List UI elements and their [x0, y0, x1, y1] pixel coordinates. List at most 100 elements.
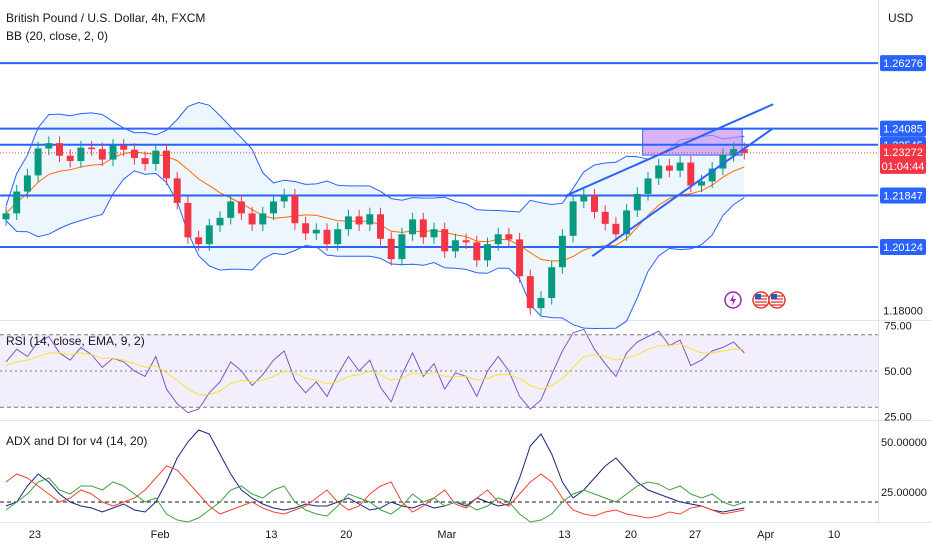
candle-body — [302, 223, 310, 234]
rsi-axis-tick: 75.00 — [884, 321, 912, 333]
bar-countdown-label: 01:04:44 — [882, 161, 925, 173]
di-plus-line — [5, 477, 745, 523]
candle-body — [601, 211, 609, 224]
time-axis-tick: 13 — [558, 529, 570, 541]
price-label-box — [880, 239, 926, 256]
candle-body — [216, 217, 224, 226]
adx-axis-tick: 50.00000 — [881, 437, 927, 449]
candle-body — [344, 216, 352, 230]
candle-body — [163, 150, 170, 179]
candle-body — [280, 195, 288, 202]
time-axis-tick: 20 — [340, 529, 352, 541]
candle-body — [355, 216, 363, 225]
flag-canton — [771, 294, 777, 299]
candle-body — [34, 148, 42, 176]
lightning-glyph — [730, 294, 736, 306]
candle-body — [441, 229, 449, 252]
candle-body — [270, 201, 277, 214]
time-axis-tick: 10 — [828, 529, 840, 541]
bollinger-indicator-label[interactable]: BB (20, close, 2, 0) — [6, 29, 109, 43]
chart-title: British Pound / U.S. Dollar, 4h, FXCM — [6, 11, 206, 25]
candle-body — [237, 201, 245, 214]
bollinger-upper-band — [5, 101, 745, 213]
candle-body — [173, 178, 181, 203]
candle-body — [462, 240, 470, 243]
rsi-axis-tick: 25.00 — [884, 411, 912, 423]
price-label: 1.20124 — [883, 242, 923, 254]
last-price-box — [880, 143, 926, 174]
candle-body — [398, 234, 406, 260]
candle-body — [419, 219, 427, 238]
candle-body — [484, 244, 491, 261]
candle-body — [451, 240, 459, 252]
di-minus-line — [5, 465, 745, 519]
rsi-axis-tick: 50.00 — [884, 366, 912, 378]
candle-body — [580, 195, 588, 202]
candle-body — [430, 229, 438, 238]
candle-body — [591, 195, 598, 212]
candle-body — [120, 145, 128, 150]
adx-axis-tick: 25.00000 — [881, 487, 927, 499]
candle-body — [56, 143, 63, 156]
candle-body — [494, 234, 502, 245]
price-axis-tick: 1.18000 — [883, 306, 923, 318]
candle-body — [569, 201, 577, 236]
candle-body — [205, 225, 213, 245]
currency-label: USD — [888, 11, 914, 25]
candle-body — [730, 149, 738, 156]
candle-body — [152, 150, 160, 165]
candle-body — [312, 229, 320, 234]
channel-lower-line — [591, 127, 774, 257]
candle-body — [676, 162, 684, 171]
candle-body — [2, 213, 10, 220]
candle-body — [708, 168, 716, 182]
price-label: 1.26276 — [883, 58, 923, 70]
candle-body — [409, 219, 417, 235]
candle-body — [195, 237, 203, 245]
candle-body — [45, 143, 53, 149]
candle-body — [98, 149, 106, 160]
resistance-zone — [642, 128, 743, 156]
candle-body — [612, 223, 620, 235]
rsi-ma-line — [5, 343, 745, 396]
last-price-label: 1.23272 — [883, 147, 923, 159]
candle-body — [109, 145, 117, 160]
candle-body — [387, 238, 395, 260]
candle-body — [655, 165, 663, 179]
candle-body — [77, 147, 85, 162]
candle-body — [633, 193, 641, 211]
bollinger-band-fill — [6, 102, 745, 329]
candle-body — [665, 165, 673, 171]
candle-body — [644, 178, 652, 194]
candle-body — [698, 181, 705, 186]
flag-canton — [755, 294, 761, 299]
candle-body — [740, 149, 748, 153]
candle-body — [13, 191, 21, 214]
adx-line — [5, 429, 745, 513]
candle-body — [377, 214, 384, 239]
time-axis-tick: 23 — [29, 529, 41, 541]
adx-indicator-label[interactable]: ADX and DI for v4 (14, 20) — [6, 434, 148, 448]
candle-body — [23, 175, 31, 192]
price-label-box — [880, 120, 926, 137]
candle-body — [526, 276, 534, 309]
candle-body — [259, 213, 267, 225]
candle-body — [334, 229, 342, 245]
candle-body — [687, 162, 695, 186]
candle-body — [184, 202, 192, 238]
rsi-line — [5, 328, 745, 414]
price-label-box — [880, 187, 926, 204]
time-axis-tick: 13 — [265, 529, 277, 541]
candle-body — [558, 235, 566, 268]
channel-upper-line — [564, 103, 774, 198]
price-label: 1.24085 — [883, 124, 923, 136]
candle-body — [516, 239, 524, 277]
time-axis-tick: Apr — [757, 529, 774, 541]
candle-body — [473, 242, 481, 261]
candle-body — [248, 213, 256, 225]
time-axis-tick: 27 — [689, 529, 701, 541]
candle-body — [623, 210, 631, 235]
rsi-indicator-label[interactable]: RSI (14, close, EMA, 9, 2) — [6, 334, 145, 348]
price-label: 1.21847 — [883, 191, 923, 203]
